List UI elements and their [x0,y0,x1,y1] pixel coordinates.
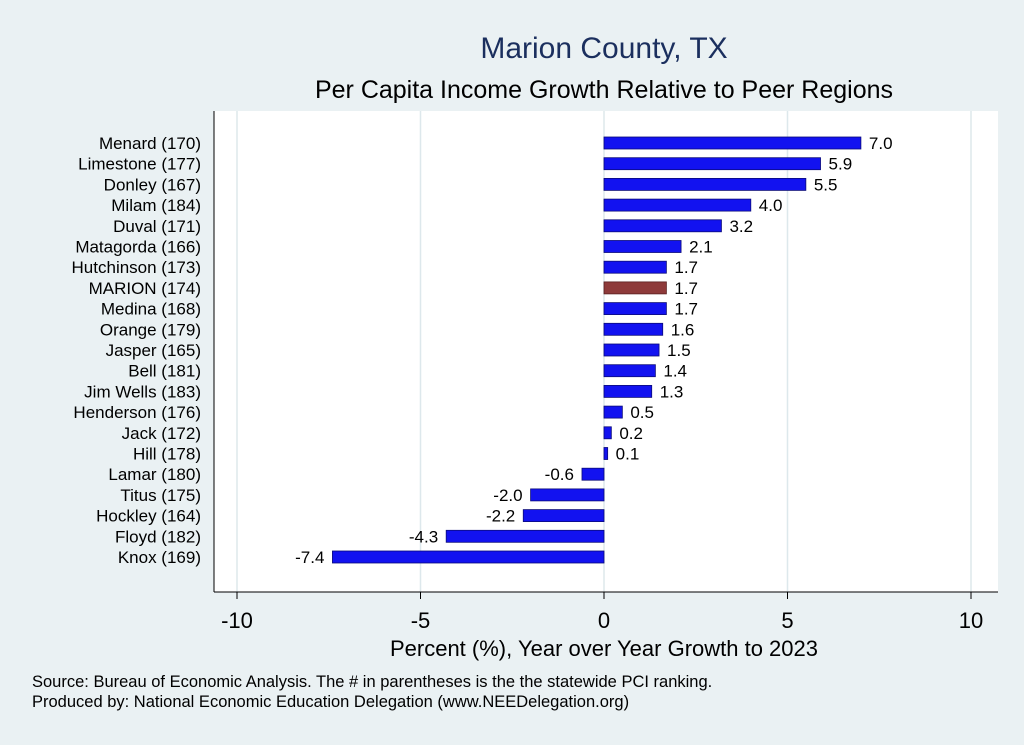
category-label: Knox (169) [118,548,201,567]
x-tick-label: 10 [959,608,983,633]
category-label: Jasper (165) [106,341,201,360]
bar [603,177,807,191]
bar [603,447,609,460]
category-label: Hockley (164) [96,507,201,526]
bars [332,136,862,564]
category-label: MARION (174) [89,279,201,298]
bar [603,198,752,212]
bar [603,322,664,336]
data-label: -7.4 [295,548,324,567]
data-label: 0.5 [630,403,654,422]
bar [522,509,605,523]
data-label: -2.2 [486,507,515,526]
bar [603,157,821,171]
data-label: -0.6 [545,465,574,484]
category-label: Donley (167) [104,175,201,194]
data-label: 0.2 [619,424,643,443]
bar [603,302,667,316]
bar-highlight [603,281,667,295]
data-label: -2.0 [493,486,522,505]
data-label: 3.2 [729,217,753,236]
category-label: Matagorda (166) [75,238,201,257]
category-label: Lamar (180) [108,465,201,484]
category-label: Hutchinson (173) [72,258,201,277]
data-label: 1.3 [660,382,684,401]
data-label: -4.3 [409,527,438,546]
data-label: 4.0 [759,196,783,215]
chart-subtitle: Per Capita Income Growth Relative to Pee… [315,76,893,104]
x-axis-title: Percent (%), Year over Year Growth to 20… [390,636,818,661]
bar [603,136,862,150]
data-label: 1.7 [674,279,698,298]
bar [603,219,722,233]
bar [603,240,682,253]
data-label: 1.5 [667,341,691,360]
x-tick-label: -5 [411,608,431,633]
bar [603,426,612,440]
category-label: Milam (184) [111,196,201,215]
data-label: 0.1 [616,445,640,464]
category-label: Duval (171) [113,217,201,236]
x-tick-label: -10 [221,608,253,633]
data-label: 1.6 [671,320,695,339]
category-label: Menard (170) [99,134,201,153]
producer-note: Produced by: National Economic Education… [32,693,630,711]
bar [603,260,667,274]
x-tick-label: 5 [781,608,793,633]
category-label: Limestone (177) [78,155,201,174]
bar [603,405,623,419]
category-label: Floyd (182) [115,527,201,546]
data-label: 5.9 [829,155,853,174]
source-note: Source: Bureau of Economic Analysis. The… [32,673,713,691]
x-axis: -10 -5 0 5 10 [213,111,998,633]
category-label: Bell (181) [128,362,201,381]
category-label: Medina (168) [101,300,201,319]
category-label: Titus (175) [120,486,201,505]
bar [603,343,660,357]
data-label: 2.1 [689,238,713,257]
data-label: 1.7 [674,300,698,319]
labels: Menard (170) 7.0 Limestone (177) 5.9 Donley … [72,134,893,567]
category-label: Henderson (176) [73,403,201,422]
data-label: 7.0 [869,134,893,153]
bar [530,488,605,502]
x-tick-label: 0 [598,608,610,633]
data-label: 5.5 [814,175,838,194]
data-label: 1.4 [663,362,687,381]
bar [581,467,605,481]
chart-title: Marion County, TX [480,32,727,65]
bar [445,529,605,543]
category-label: Hill (178) [133,445,201,464]
bar [603,364,656,378]
bar [332,550,605,564]
category-label: Orange (179) [100,320,201,339]
data-label: 1.7 [674,258,698,277]
category-label: Jack (172) [122,424,201,443]
category-label: Jim Wells (183) [84,382,201,401]
bar [603,384,653,398]
